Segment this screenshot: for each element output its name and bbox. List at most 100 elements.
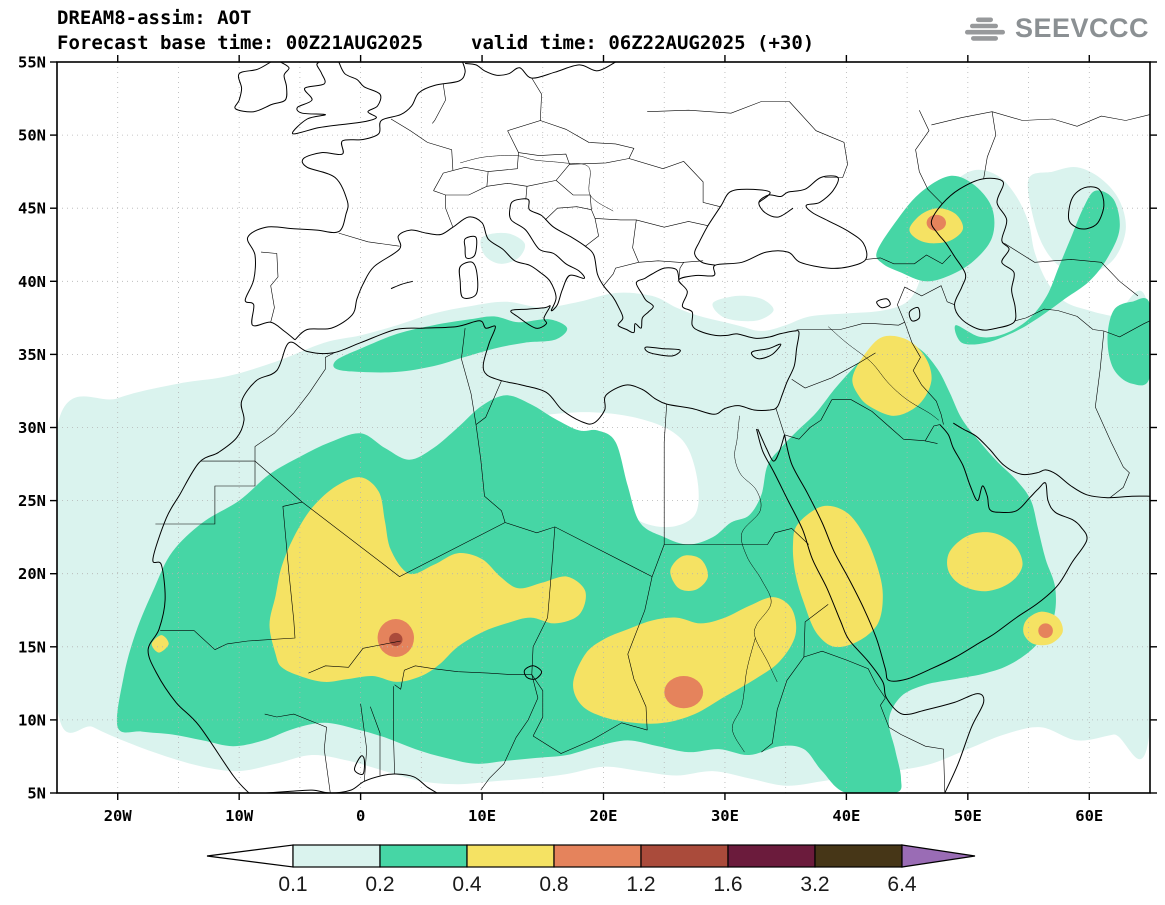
country-border-line (160, 630, 216, 650)
country-border-line (663, 404, 667, 545)
country-border-line (461, 328, 477, 425)
country-border-line (505, 522, 653, 577)
colorbar-underflow-arrow (206, 844, 294, 868)
country-borders (155, 77, 1150, 793)
coastline-path (644, 346, 681, 357)
coastline-path (908, 306, 921, 322)
coastline-path (291, 62, 382, 135)
coastline-path (953, 422, 1150, 499)
coastline-path (750, 343, 782, 360)
country-border-line (803, 650, 886, 699)
country-border-line (308, 640, 401, 674)
map-gridlines (57, 62, 1150, 793)
country-border-line (540, 120, 635, 159)
lon-tick-label: 60E (1075, 807, 1103, 825)
aot-contour-region (670, 555, 709, 592)
colorbar-tick-label: 6.4 (887, 873, 917, 896)
country-border-line (789, 101, 848, 178)
lon-tick-label: 30E (711, 807, 739, 825)
lon-tick-label: 20E (590, 807, 618, 825)
coastline-path (147, 175, 868, 793)
country-border-line (603, 262, 639, 286)
country-border-line (486, 182, 528, 200)
seevccc-logo: SEEVCCC (962, 13, 1149, 44)
coastline-path (458, 261, 479, 299)
coastline-path (930, 177, 1017, 331)
country-border-line (1015, 308, 1104, 332)
country-border-line (1103, 320, 1150, 338)
country-border-line (791, 352, 876, 389)
country-border-line (627, 576, 653, 731)
aot-peak-region (926, 214, 946, 231)
colorbar-segment (814, 844, 903, 868)
colorbar-segment (727, 844, 816, 868)
aot-contour-region (333, 316, 568, 373)
aot-contour-region (573, 597, 797, 724)
country-border-line (254, 352, 335, 462)
country-border-line (569, 158, 721, 207)
valid-time: valid time: 06Z22AUG2025 (+30) (471, 32, 815, 54)
country-border-line (370, 706, 381, 776)
plot-title: DREAM8-assim: AOT (57, 7, 252, 29)
logo-text: SEEVCCC (1014, 13, 1149, 43)
country-border-line (632, 219, 639, 263)
country-border-line (897, 285, 955, 323)
lat-tick-label: 25N (18, 492, 46, 510)
aot-peak-region (1038, 623, 1053, 638)
coastline-path (1067, 186, 1105, 230)
plot-subtitle: Forecast base time: 00Z21AUG2025 valid t… (57, 32, 814, 54)
coastline-path (465, 62, 616, 79)
aot-contours (57, 167, 1150, 793)
colorbar-segment (640, 844, 729, 868)
country-border-line (214, 501, 303, 650)
country-border-line (831, 399, 938, 444)
country-border-line (915, 110, 943, 205)
aot-contour-region (954, 190, 1120, 345)
coastline-path (463, 235, 478, 259)
country-border-line (532, 722, 648, 754)
country-border-line (531, 526, 556, 675)
country-border-line (865, 254, 952, 265)
colorbar-segment (466, 844, 555, 868)
coastlines (147, 62, 1150, 793)
colorbar-segment (292, 844, 381, 868)
colorbar-tick-label: 0.8 (539, 873, 568, 896)
colorbar-segment (379, 844, 468, 868)
colorbar-tick-label: 1.6 (713, 873, 742, 896)
river-line (460, 155, 614, 212)
lat-tick-label: 20N (18, 565, 46, 583)
country-border-line (784, 399, 833, 440)
lon-tick-label: 50E (954, 807, 982, 825)
country-border-line (796, 321, 905, 330)
aot-contour-region (792, 505, 883, 648)
country-border-line (983, 111, 997, 180)
lon-tick-label: 20W (104, 807, 133, 825)
country-border-line (761, 604, 829, 753)
country-border-line (433, 166, 489, 196)
country-border-line (480, 674, 539, 791)
forecast-base-time: Forecast base time: 00Z21AUG2025 (57, 32, 424, 54)
lat-tick-label: 55N (18, 54, 46, 72)
country-border-line (393, 686, 395, 775)
country-border-line (475, 380, 502, 425)
coastline-path (876, 298, 891, 309)
country-border-line (638, 260, 704, 263)
country-border-line (155, 461, 256, 525)
lat-tick-label: 30N (18, 419, 46, 437)
lat-tick-label: 50N (18, 127, 46, 145)
axis-labels: 55N 50N 45N 40N 35N 30N 25N 20N 15N 10N 5N 20W 10W 0 1… (18, 54, 1157, 825)
colorbar-tick-label: 0.2 (365, 873, 394, 896)
country-border-line (1094, 330, 1130, 498)
country-border-line (507, 77, 542, 131)
lat-tick-label: 35N (18, 346, 46, 364)
aot-contour-region (712, 295, 774, 322)
coastline-path (756, 428, 985, 793)
country-border-line (360, 703, 368, 782)
lat-tick-label: 15N (18, 638, 46, 656)
lat-tick-label: 5N (27, 785, 46, 803)
lon-tick-label: 40E (832, 807, 860, 825)
river-line (731, 637, 756, 753)
aot-contour-region (852, 335, 932, 416)
country-border-line (338, 232, 400, 247)
